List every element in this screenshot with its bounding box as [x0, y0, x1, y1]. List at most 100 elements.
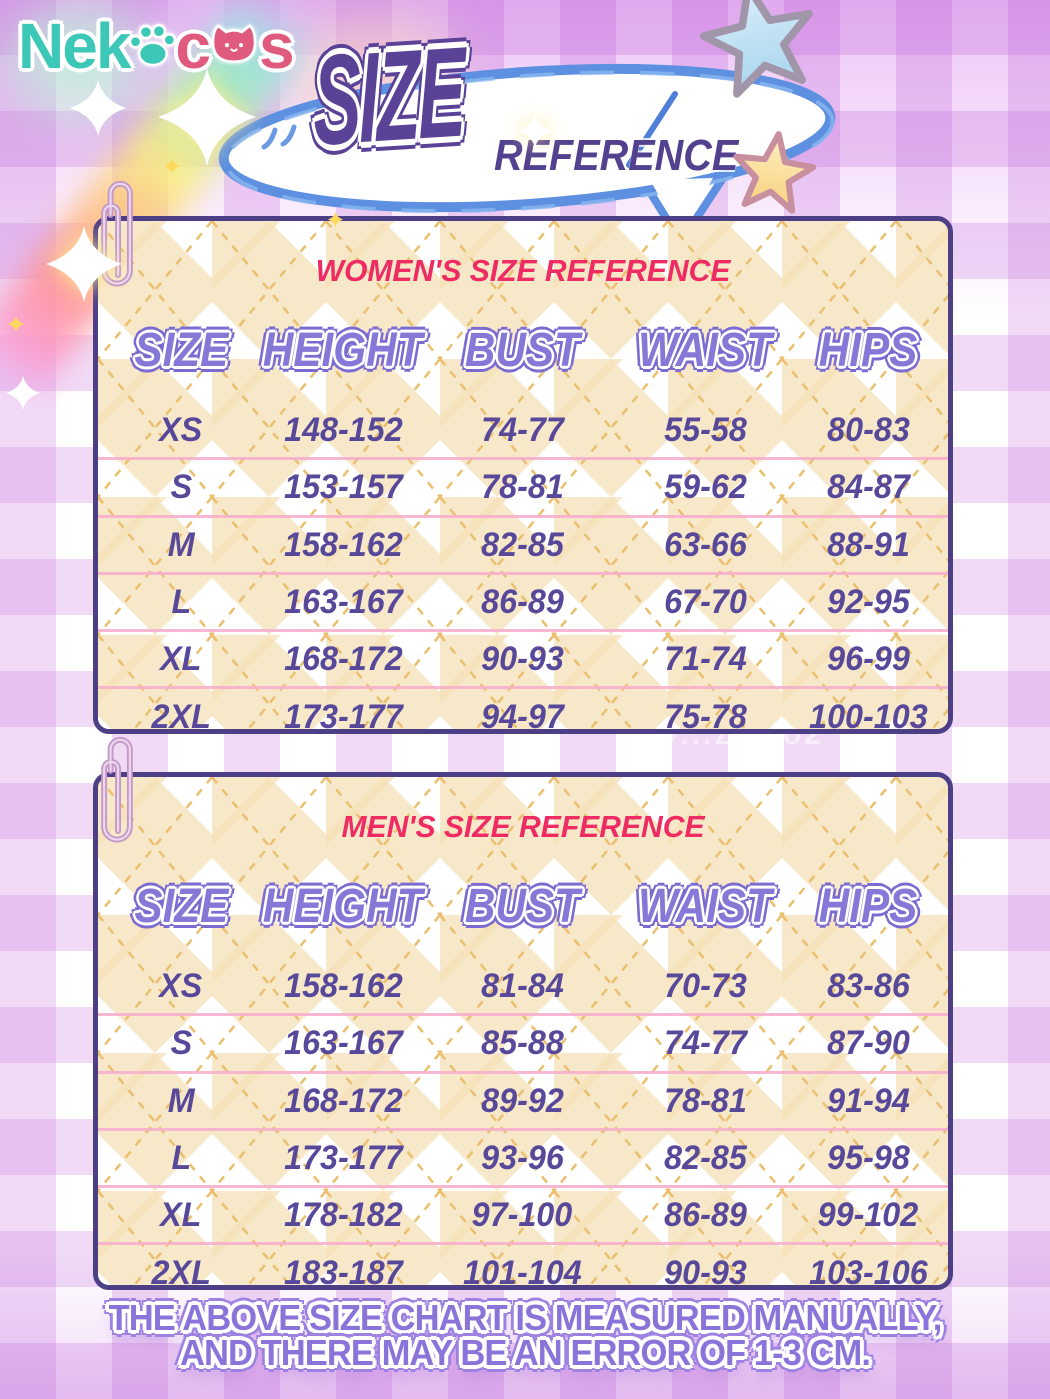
mens-size-table: MEN'S SIZE REFERENCE SIZE HEIGHT BUST WA… — [93, 736, 953, 1290]
table-row: 2XL 183-187 101-104 90-93 103-106 — [98, 1245, 948, 1290]
waist-cell: 70-73 — [663, 967, 747, 1006]
sparkle-icon — [518, 114, 552, 148]
size-cell: XS — [159, 967, 203, 1006]
table-body: XS 158-162 81-84 70-73 83-86 S 163-167 8… — [98, 959, 948, 1290]
bust-cell: 94-97 — [480, 697, 564, 734]
table-row: M 158-162 82-85 63-66 88-91 — [98, 518, 948, 575]
bust-cell: 81-84 — [480, 967, 564, 1006]
argyle-pattern-background — [98, 777, 948, 1285]
height-cell: 148-152 — [283, 411, 403, 450]
brand-logo: Nek c s — [18, 10, 295, 82]
waist-cell: 71-74 — [663, 640, 747, 679]
paperclip-icon — [101, 736, 133, 843]
hips-cell: 95-98 — [826, 1139, 910, 1178]
column-header-size: SIZE — [134, 324, 228, 377]
size-cell: S — [170, 1024, 192, 1063]
table-row: XS 158-162 81-84 70-73 83-86 — [98, 959, 948, 1017]
sparkle-icon — [46, 226, 122, 302]
size-cell: L — [171, 1139, 191, 1178]
poster-title: SIZE — [311, 20, 465, 173]
waist-cell: 82-85 — [663, 1139, 747, 1178]
table-row: L 163-167 86-89 67-70 92-95 — [98, 575, 948, 633]
hips-cell: 88-91 — [826, 525, 910, 564]
size-cell: XL — [160, 1196, 202, 1235]
column-header-waist: WAIST — [638, 880, 772, 933]
column-header-height: HEIGHT — [263, 324, 423, 377]
bust-cell: 78-81 — [480, 468, 564, 507]
table-panel: MEN'S SIZE REFERENCE SIZE HEIGHT BUST WA… — [93, 772, 953, 1290]
height-cell: 183-187 — [283, 1253, 403, 1290]
footer-note-line1: THE ABOVE SIZE CHART IS MEASURED MANUALL… — [108, 1297, 943, 1338]
brand-text-pink: s — [259, 10, 295, 82]
waist-cell: 75-78 — [663, 697, 747, 734]
bust-cell: 90-93 — [480, 640, 564, 679]
bust-cell: 74-77 — [480, 411, 564, 450]
waist-cell: 90-93 — [663, 1253, 747, 1290]
column-header-waist: WAIST — [638, 324, 772, 377]
height-cell: 158-162 — [283, 525, 403, 564]
height-cell: 168-172 — [283, 1081, 403, 1120]
blue-star-icon — [699, 0, 813, 98]
waist-cell: 63-66 — [663, 525, 747, 564]
gold-sparkle-icon — [328, 212, 343, 227]
column-header-size: SIZE — [134, 880, 228, 933]
hips-cell: 84-87 — [826, 468, 910, 507]
paw-icon — [129, 23, 177, 67]
height-cell: 158-162 — [283, 967, 403, 1006]
table-row: XL 168-172 90-93 71-74 96-99 — [98, 632, 948, 690]
bust-cell: 89-92 — [480, 1081, 564, 1120]
waist-cell: 67-70 — [663, 583, 747, 622]
hips-cell: 99-102 — [817, 1196, 919, 1235]
bust-cell: 93-96 — [480, 1139, 564, 1178]
waist-cell: 55-58 — [663, 411, 747, 450]
footer-note: THE ABOVE SIZE CHART IS MEASURED MANUALL… — [0, 1297, 1050, 1373]
height-cell: 173-177 — [283, 1139, 403, 1178]
size-cell: L — [171, 583, 191, 622]
table-title: WOMEN'S SIZE REFERENCE — [315, 253, 731, 288]
cat-face-icon — [211, 24, 257, 64]
table-row: S 163-167 85-88 74-77 87-90 — [98, 1016, 948, 1074]
waist-cell: 59-62 — [663, 468, 747, 507]
size-cell: 2XL — [151, 1253, 211, 1290]
footer-note-line2: AND THERE MAY BE AN ERROR OF 1-3 CM. — [179, 1332, 871, 1373]
table-body: XS 148-152 74-77 55-58 80-83 S 153-157 7… — [98, 403, 948, 734]
bust-cell: 86-89 — [480, 583, 564, 622]
brand-text-teal: Nek — [18, 10, 131, 82]
waist-cell: 86-89 — [663, 1196, 747, 1235]
column-header-hips: HIPS — [818, 324, 918, 377]
sparkle-icon — [158, 68, 256, 166]
hips-cell: 103-106 — [808, 1253, 928, 1290]
brand-text-pink: c — [175, 10, 211, 82]
hips-cell: 100-103 — [808, 697, 928, 734]
hips-cell: 80-83 — [826, 411, 910, 450]
hips-cell: 91-94 — [826, 1081, 910, 1120]
sparkle-icon — [6, 376, 40, 410]
hips-cell: 92-95 — [826, 583, 910, 622]
column-header-bust: BUST — [464, 880, 580, 933]
bust-cell: 82-85 — [480, 525, 564, 564]
size-cell: XS — [159, 411, 203, 450]
hips-cell: 96-99 — [826, 640, 910, 679]
table-row: S 153-157 78-81 59-62 84-87 — [98, 460, 948, 518]
height-cell: 163-167 — [283, 583, 403, 622]
table-header-row: SIZE HEIGHT BUST WAIST HIPS — [98, 327, 948, 375]
size-cell: M — [167, 525, 195, 564]
height-cell: 153-157 — [283, 468, 403, 507]
bust-cell: 101-104 — [462, 1253, 582, 1290]
hips-cell: 87-90 — [826, 1024, 910, 1063]
height-cell: 178-182 — [283, 1196, 403, 1235]
bust-cell: 85-88 — [480, 1024, 564, 1063]
bust-cell: 97-100 — [471, 1196, 573, 1235]
height-cell: 168-172 — [283, 640, 403, 679]
waist-cell: 74-77 — [663, 1024, 747, 1063]
size-cell: S — [170, 468, 192, 507]
size-cell: M — [167, 1081, 195, 1120]
table-title: MEN'S SIZE REFERENCE — [341, 809, 705, 844]
table-row: XL 178-182 97-100 86-89 99-102 — [98, 1188, 948, 1246]
waist-cell: 78-81 — [663, 1081, 747, 1120]
size-cell: XL — [160, 640, 202, 679]
height-cell: 163-167 — [283, 1024, 403, 1063]
table-row: 2XL 173-177 94-97 75-78 100-103 — [98, 689, 948, 734]
table-row: XS 148-152 74-77 55-58 80-83 — [98, 403, 948, 461]
